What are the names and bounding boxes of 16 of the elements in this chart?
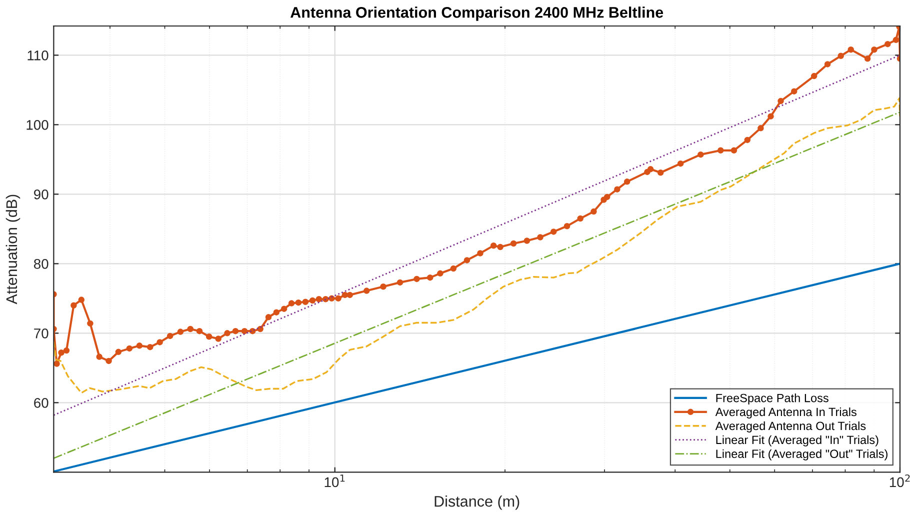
y-axis-title: Attenuation (dB) [6, 194, 20, 304]
legend-label: Averaged Antenna Out Trials [715, 421, 866, 432]
y-tick-label: 90 [34, 190, 48, 200]
y-tick-label: 60 [34, 398, 48, 408]
chart-title: Antenna Orientation Comparison 2400 MHz Beltline [290, 6, 664, 21]
y-tick-label: 100 [26, 120, 48, 130]
legend-label: Linear Fit (Averaged "Out" Trials) [716, 449, 888, 460]
legend-label: Averaged Antenna In Trials [715, 407, 856, 418]
x-tick-label: 10$^{2}$ [890, 474, 910, 488]
x-axis-title: Distance (m) [434, 496, 520, 510]
y-tick-label: 80 [34, 259, 48, 269]
legend-label: Linear Fit (Averaged "In" Trials) [716, 435, 878, 446]
y-tick-label: 70 [34, 328, 48, 338]
x-tick-label: 10$^{1}$ [324, 474, 345, 488]
legend-label: FreeSpace Path Loss [716, 394, 828, 405]
y-tick-label: 110 [28, 50, 48, 60]
